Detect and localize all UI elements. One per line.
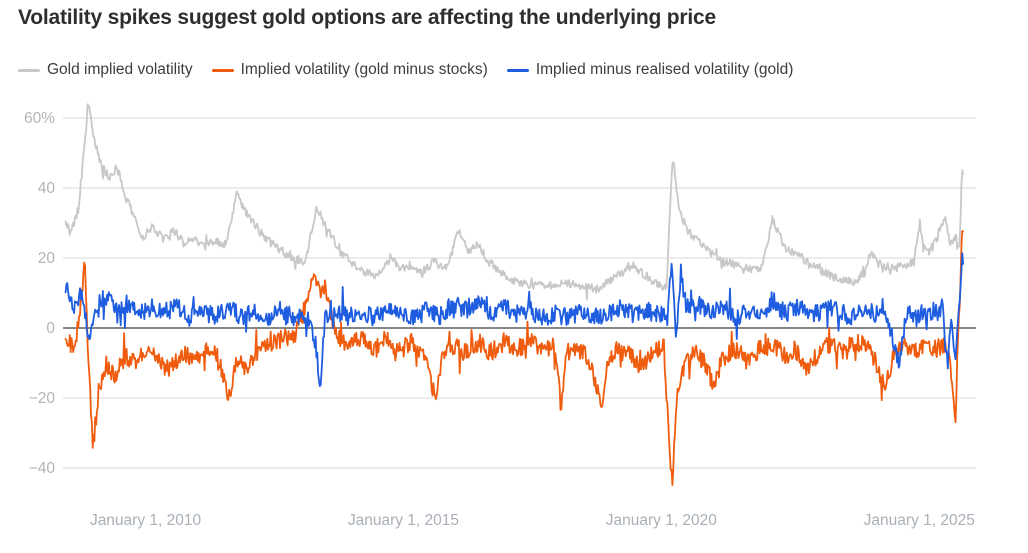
chart-title: Volatility spikes suggest gold options a… xyxy=(18,6,716,29)
legend-item-implied-minus-realised-vol: Implied minus realised volatility (gold) xyxy=(506,61,794,79)
legend-label: Implied volatility (gold minus stocks) xyxy=(240,61,488,78)
x-tick-label: January 1, 2020 xyxy=(606,512,718,529)
y-tick-label: 0 xyxy=(46,320,55,337)
x-tick-label: January 1, 2025 xyxy=(864,512,975,529)
legend-label: Gold implied volatility xyxy=(47,61,193,78)
legend-label: Implied minus realised volatility (gold) xyxy=(535,61,794,78)
orange-line-swatch-icon xyxy=(211,68,234,72)
y-tick-label: 40 xyxy=(38,180,56,197)
series-line-0 xyxy=(64,103,964,301)
x-tick-label: January 1, 2015 xyxy=(348,512,459,529)
legend-item-implied-vol-gold-minus-stocks: Implied volatility (gold minus stocks) xyxy=(211,61,488,79)
chart-canvas: 60% 40 20 0 −20 −40 January 1, 2010 January 1, … xyxy=(24,103,976,529)
blue-line-swatch-icon xyxy=(506,68,529,72)
x-tick-label: January 1, 2010 xyxy=(90,512,202,529)
y-tick-label: 60% xyxy=(24,110,55,127)
gray-line-swatch-icon xyxy=(18,68,40,72)
y-tick-label: −20 xyxy=(29,390,56,407)
y-tick-label: 20 xyxy=(38,250,56,267)
y-tick-label: −40 xyxy=(29,460,56,477)
series-line-2 xyxy=(64,252,964,387)
legend-item-gold-implied-volatility: Gold implied volatility xyxy=(18,61,193,79)
chart-legend: Gold implied volatility Implied volatili… xyxy=(18,61,793,79)
series-line-1 xyxy=(64,230,964,487)
